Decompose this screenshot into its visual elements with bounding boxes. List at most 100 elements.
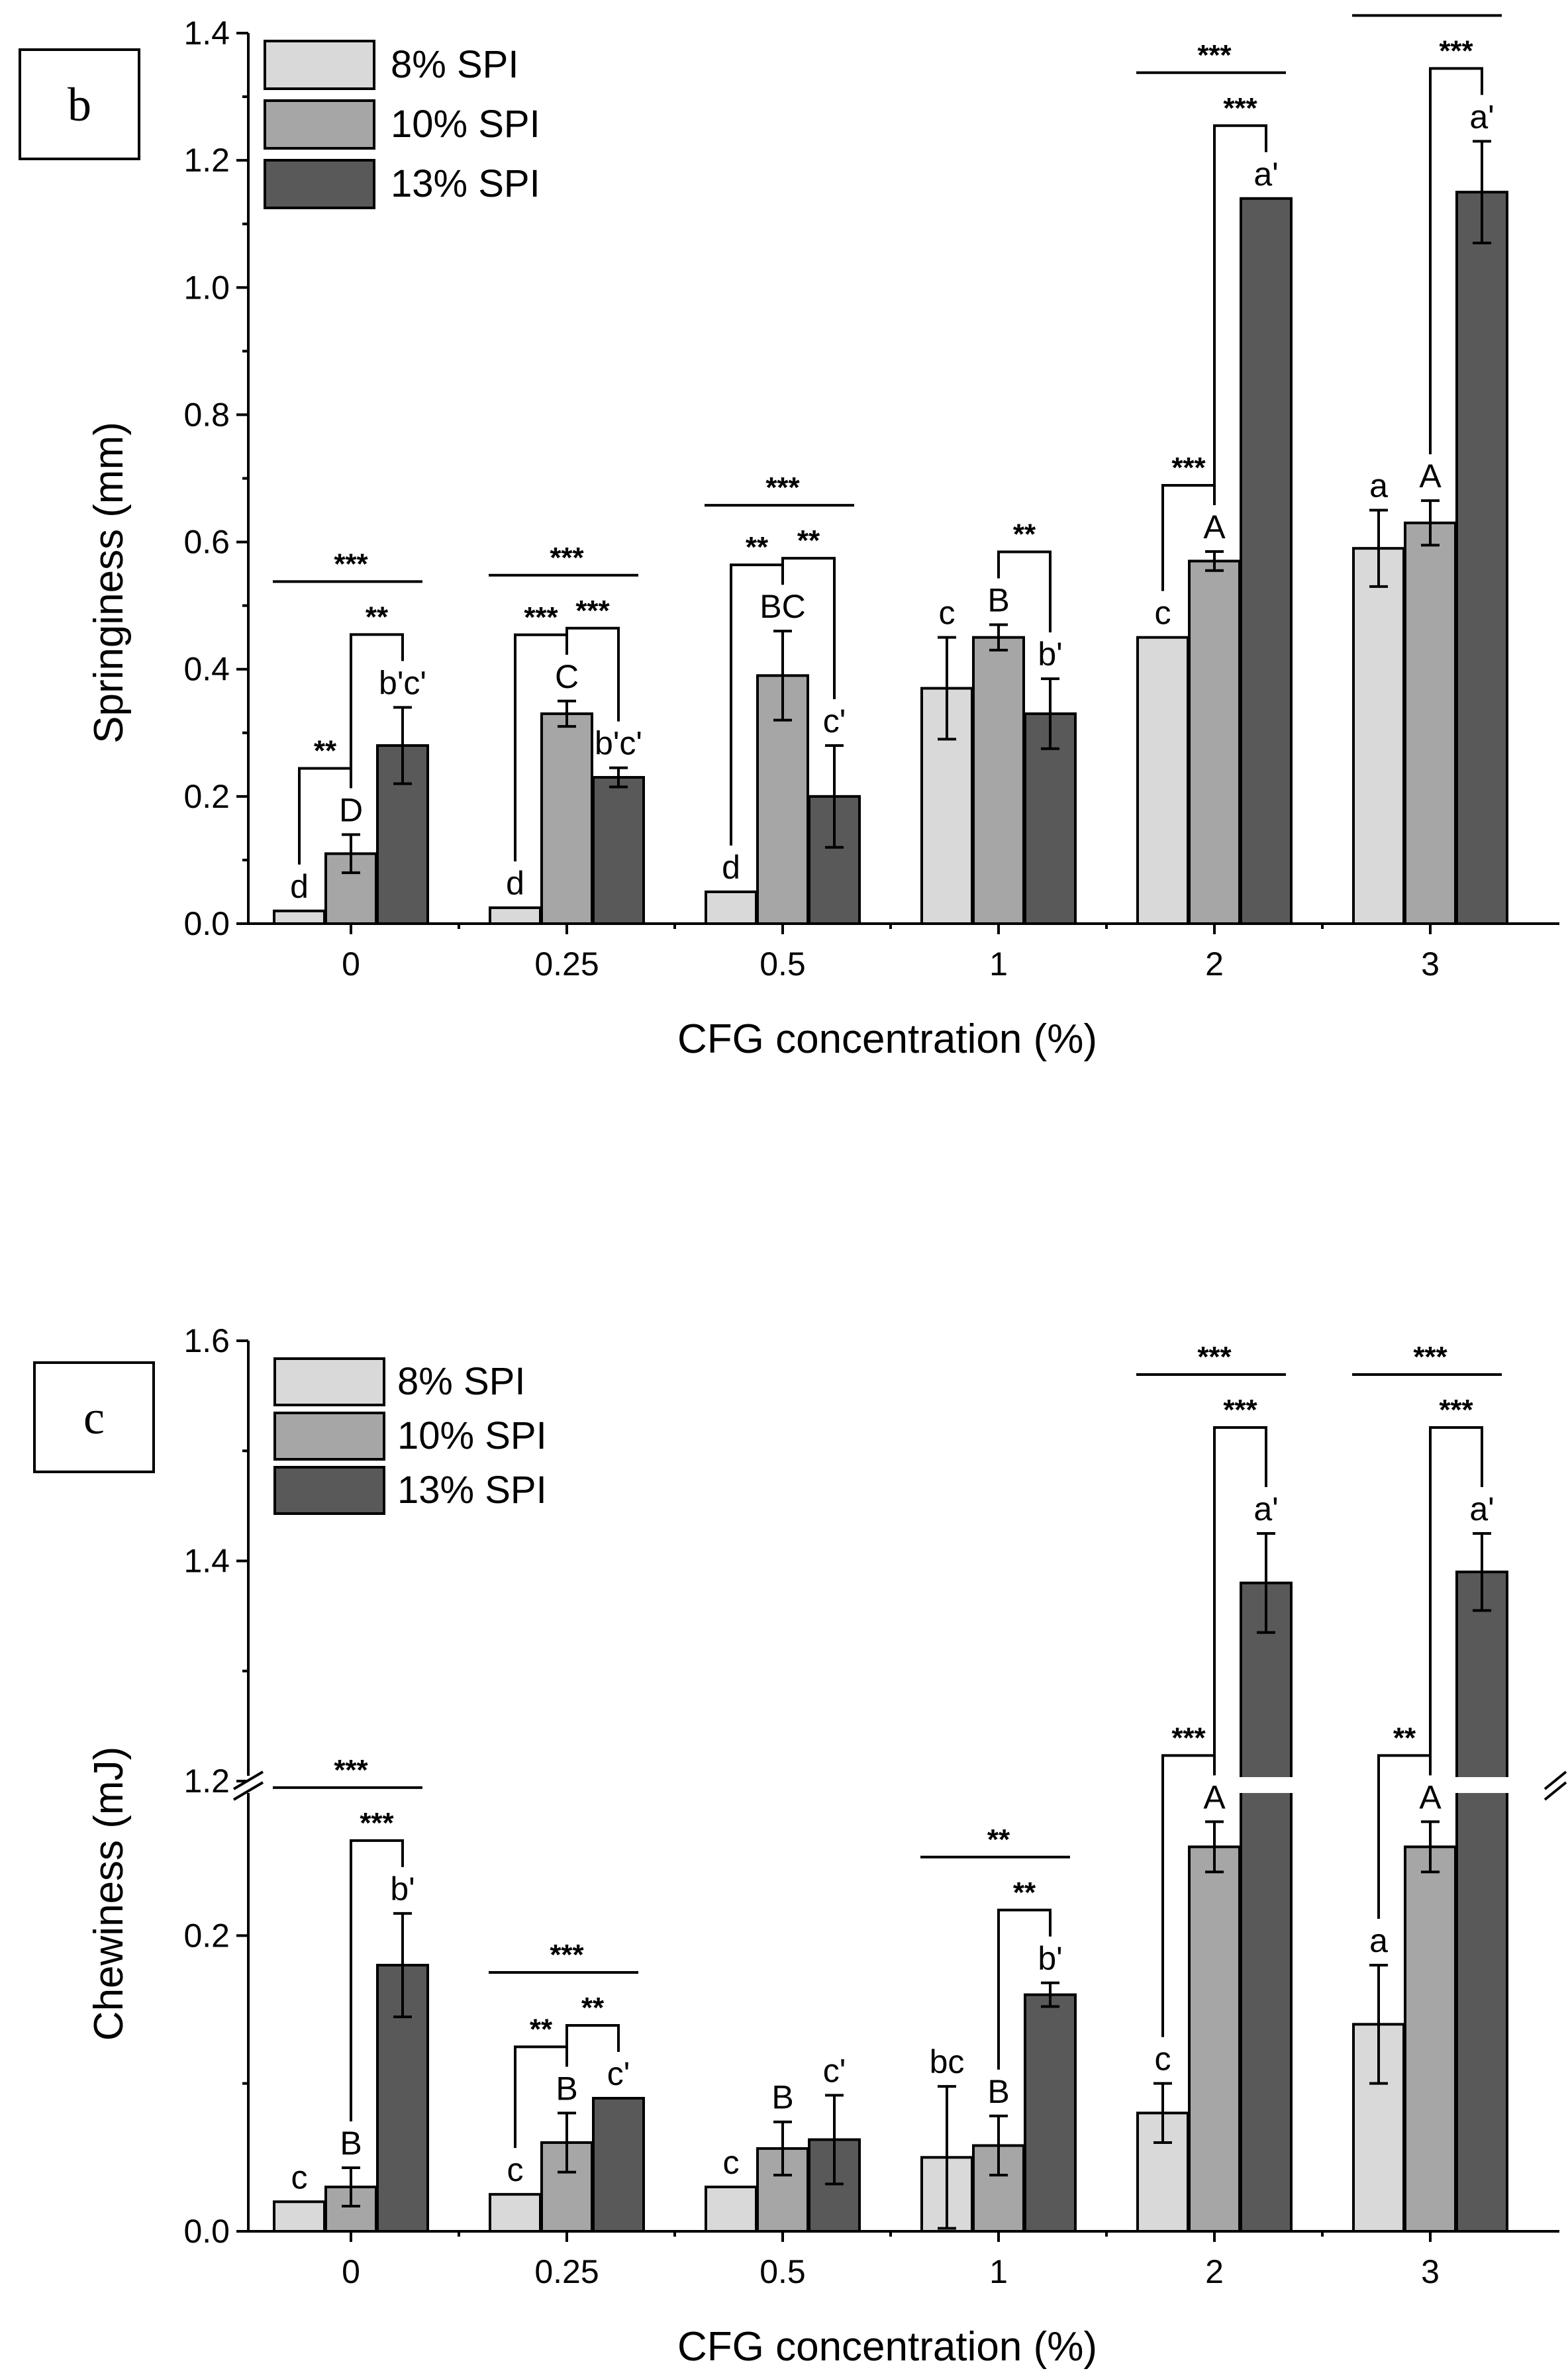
significance-letter-c: c' bbox=[607, 2055, 630, 2092]
significance-letter-c: B bbox=[340, 2125, 362, 2162]
significance-letter-b: b'c' bbox=[595, 725, 642, 762]
significance-stars-b: ** bbox=[1013, 518, 1036, 550]
significance-stars-b: *** bbox=[1171, 452, 1206, 484]
panel-label-c: c bbox=[83, 1391, 105, 1444]
y-tick-label-b: 0.8 bbox=[183, 396, 230, 433]
significance-bracket-c bbox=[1377, 1754, 1432, 1919]
legend-label-c: 8% SPI bbox=[397, 1360, 525, 1403]
bar-break-gap-c bbox=[1453, 1777, 1511, 1793]
x-tick-label-c: 0.5 bbox=[760, 2253, 806, 2290]
significance-bracket-c bbox=[1213, 1426, 1267, 1761]
significance-letter-b: B bbox=[987, 581, 1009, 618]
bar-b-13SPI-0 bbox=[376, 744, 429, 925]
y-tick-label-b: 0.0 bbox=[183, 905, 230, 942]
x-tick-label-c: 2 bbox=[1205, 2253, 1224, 2290]
y-axis-title-c: Chewiness (mJ) bbox=[86, 1747, 132, 2041]
y-tick-label-b: 0.4 bbox=[183, 651, 230, 688]
bar-b-8SPI-0.5 bbox=[705, 890, 758, 925]
significance-bracket-c bbox=[1161, 1754, 1216, 2037]
bar-c-10SPI-2 bbox=[1188, 1845, 1241, 2233]
bar-b-10SPI-3 bbox=[1404, 521, 1457, 925]
significance-stars-b: *** bbox=[1439, 34, 1473, 67]
legend-label-b: 13% SPI bbox=[391, 162, 540, 205]
bar-b-13SPI-0.25 bbox=[592, 776, 645, 926]
axis-break-mark-c bbox=[232, 1781, 264, 1801]
significance-letter-b: a bbox=[1369, 467, 1388, 505]
significance-stars-c: *** bbox=[1197, 1341, 1232, 1373]
legend-swatch-b bbox=[264, 40, 375, 90]
springiness-plot: 0.0 0.2 0.4 0.6 0.8 1.0 1.2 1.4 0 0.25 0.5 1 2 3 d d d c c… bbox=[183, 0, 1559, 983]
legend-swatch-b bbox=[264, 159, 375, 209]
significance-letter-c: a' bbox=[1253, 1490, 1278, 1527]
bar-b-13SPI-2 bbox=[1240, 197, 1293, 925]
bar-c-8SPI-0.25 bbox=[489, 2193, 542, 2233]
legend-swatch-b bbox=[264, 99, 375, 150]
significance-stars-c: *** bbox=[334, 1754, 368, 1786]
significance-stars-c: *** bbox=[360, 1807, 394, 1839]
significance-stars-c: ** bbox=[1013, 1876, 1036, 1909]
significance-letter-b: d bbox=[506, 865, 524, 902]
axis-break-mark-c bbox=[1544, 1781, 1567, 1801]
bar-c-8SPI-0 bbox=[273, 2200, 326, 2233]
x-tick-label-c: 0.25 bbox=[534, 2253, 599, 2290]
y-tick-label-b: 0.6 bbox=[183, 524, 230, 561]
significance-bracket-b bbox=[1213, 124, 1267, 505]
significance-letter-b: A bbox=[1203, 508, 1226, 546]
significance-stars-b: ** bbox=[797, 524, 820, 557]
x-tick-label-b: 0 bbox=[342, 945, 360, 983]
significance-letter-c: B bbox=[987, 2073, 1009, 2110]
significance-letter-c: b' bbox=[1038, 1940, 1062, 1977]
significance-bracket-c bbox=[1429, 1426, 1483, 1761]
significance-stars-b: *** bbox=[334, 548, 368, 580]
bar-c-13SPI-3 bbox=[1455, 1571, 1508, 2233]
significance-bracket-b bbox=[730, 563, 784, 846]
significance-stars-b: ** bbox=[746, 531, 769, 563]
significance-bracket-b bbox=[350, 633, 404, 789]
y-axis-title-b: Springiness (mm) bbox=[86, 422, 132, 744]
bar-b-10SPI-0.25 bbox=[540, 712, 593, 925]
significance-stars-c: ** bbox=[987, 1823, 1010, 1856]
panel-label-b: b bbox=[68, 78, 91, 131]
x-tick-label-b: 0.5 bbox=[760, 945, 806, 983]
significance-letter-b: BC bbox=[760, 588, 805, 625]
bar-break-gap-c bbox=[1237, 1777, 1295, 1793]
significance-letter-c: c bbox=[1155, 2041, 1171, 2078]
significance-bracket-b bbox=[1161, 483, 1216, 591]
springiness-chart: b 0.0 0.2 0.4 0.6 0.8 1.0 1.2 1.4 0 0.25 0.5 1 2 3 d d d… bbox=[19, 0, 1559, 1062]
x-tick-label-b: 2 bbox=[1205, 945, 1224, 983]
bar-c-13SPI-1 bbox=[1024, 1993, 1077, 2233]
significance-letter-c: a' bbox=[1469, 1490, 1494, 1527]
significance-stars-b: ** bbox=[314, 735, 337, 767]
significance-letter-b: A bbox=[1419, 458, 1442, 495]
bar-c-10SPI-3 bbox=[1404, 1845, 1457, 2233]
significance-letter-c: A bbox=[1203, 1778, 1226, 1816]
legend-label-c: 10% SPI bbox=[397, 1414, 547, 1457]
significance-stars-b: *** bbox=[575, 595, 610, 627]
significance-letter-c: B bbox=[771, 2079, 793, 2116]
y-tick-label-b: 1.4 bbox=[183, 15, 230, 52]
bar-b-8SPI-3 bbox=[1352, 547, 1405, 925]
bar-b-8SPI-0 bbox=[273, 909, 326, 926]
axis-break-mark-c bbox=[1544, 1770, 1567, 1790]
significance-letter-c: c bbox=[507, 2151, 524, 2188]
significance-stars-b: *** bbox=[524, 601, 558, 634]
x-tick-label-b: 1 bbox=[989, 945, 1008, 983]
y-tick-label-b: 1.2 bbox=[183, 142, 230, 179]
x-tick-label-c: 1 bbox=[989, 2253, 1008, 2290]
significance-letter-b: d bbox=[290, 868, 309, 905]
significance-letter-b: a' bbox=[1469, 98, 1494, 135]
significance-letter-c: c' bbox=[823, 2053, 846, 2090]
significance-stars-c: *** bbox=[1439, 1394, 1473, 1426]
bar-b-10SPI-1 bbox=[972, 636, 1025, 926]
bar-b-13SPI-3 bbox=[1455, 191, 1508, 925]
x-tick-label-c: 3 bbox=[1421, 2253, 1440, 2290]
significance-letter-c: A bbox=[1419, 1778, 1442, 1816]
significance-bracket-b bbox=[514, 633, 568, 861]
y-tick-label-c: 0.0 bbox=[183, 2213, 230, 2250]
legend-label-b: 10% SPI bbox=[391, 103, 540, 146]
significance-stars-c: *** bbox=[1413, 1341, 1447, 1373]
x-axis-title-c: CFG concentration (%) bbox=[677, 2324, 1097, 2370]
panel-label-box-c bbox=[33, 1361, 155, 1473]
significance-bracket-c bbox=[350, 1839, 404, 2121]
bar-b-10SPI-2 bbox=[1188, 559, 1241, 925]
